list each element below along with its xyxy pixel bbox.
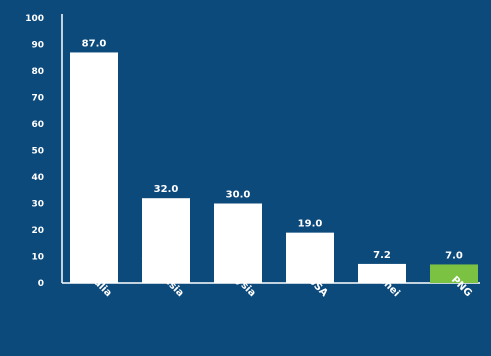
y-tick-label-0: 0 — [38, 279, 44, 289]
bar-png — [430, 264, 478, 283]
y-tick-label-20: 20 — [31, 226, 44, 236]
bar-brunei — [358, 263, 406, 283]
value-label-australia: 87.0 — [82, 38, 107, 49]
bar-indonesia — [142, 198, 190, 283]
y-tick-label-60: 60 — [31, 120, 44, 130]
category-labels: Australia Indonesia Malaysia USA Brunei PNG — [70, 253, 474, 300]
y-tick-label-10: 10 — [31, 253, 44, 263]
bar-series — [70, 52, 478, 284]
value-labels: 87.0 32.0 30.0 19.0 7.2 7.0 — [82, 38, 463, 261]
value-label-brunei: 7.2 — [373, 250, 391, 261]
y-tick-label-90: 90 — [31, 41, 44, 51]
value-label-indonesia: 32.0 — [154, 184, 179, 195]
bar-usa — [286, 232, 334, 283]
y-tick-label-30: 30 — [31, 200, 44, 210]
y-tick-label-40: 40 — [31, 173, 44, 183]
y-tick-label-50: 50 — [31, 147, 44, 157]
bar-australia — [70, 52, 118, 284]
value-label-png: 7.0 — [445, 250, 463, 261]
value-label-malaysia: 30.0 — [226, 190, 251, 201]
y-axis-ticks: 0 10 20 30 40 50 60 70 80 90 100 — [25, 14, 44, 289]
y-tick-label-80: 80 — [31, 67, 44, 77]
y-tick-label-70: 70 — [31, 94, 44, 104]
value-label-usa: 19.0 — [298, 219, 323, 230]
bar-malaysia — [214, 203, 262, 283]
y-tick-label-100: 100 — [25, 14, 44, 24]
